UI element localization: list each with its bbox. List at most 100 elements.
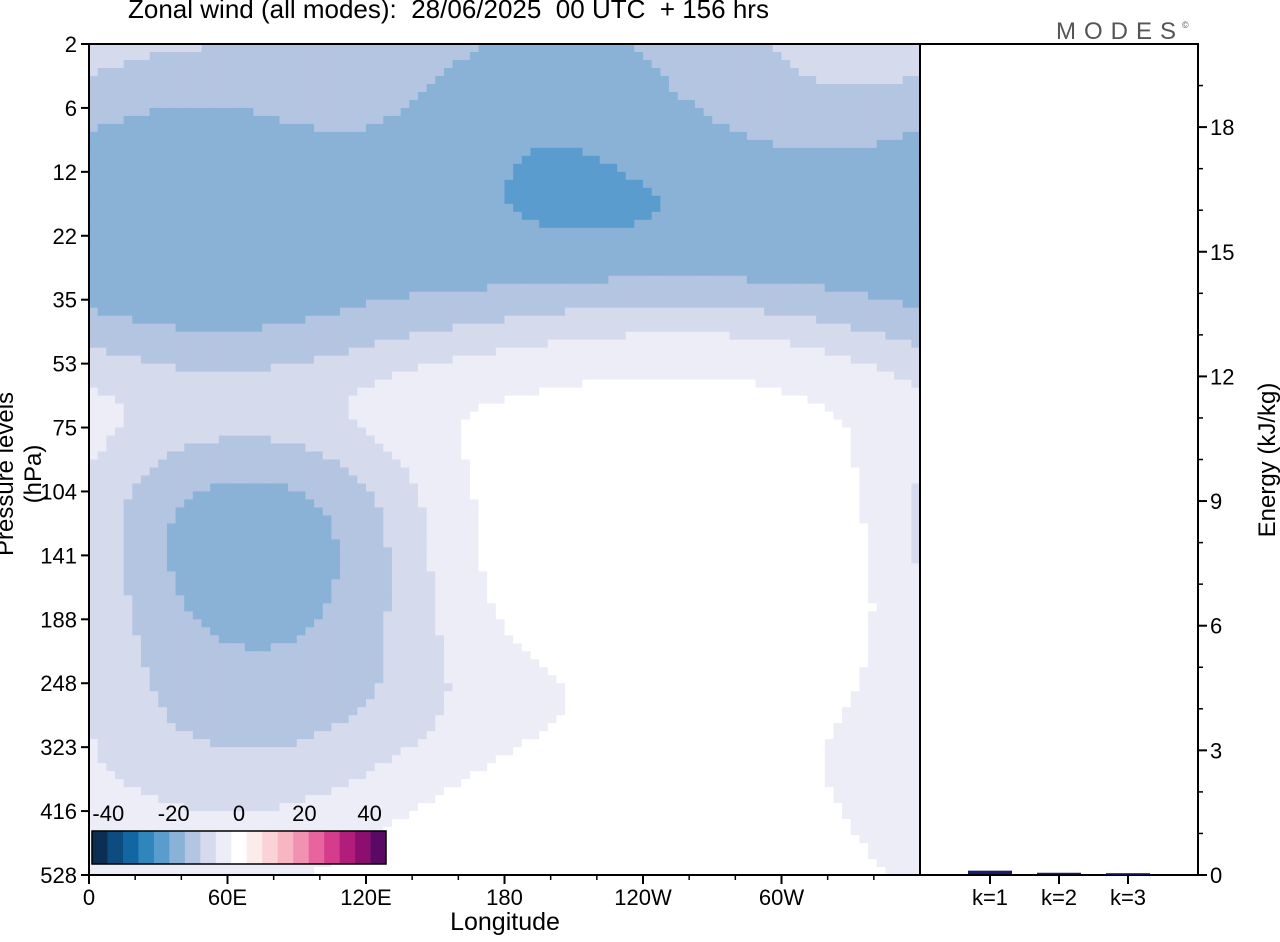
- heatmap-cell: [521, 83, 532, 93]
- heatmap-cell: [573, 179, 584, 189]
- heatmap-cell: [461, 115, 471, 125]
- heatmap-cell: [798, 219, 809, 229]
- heatmap-cell: [764, 163, 774, 173]
- heatmap-cell: [547, 155, 558, 165]
- heatmap-cell: [703, 307, 713, 317]
- heatmap-cell: [210, 147, 220, 157]
- heatmap-cell: [366, 75, 376, 85]
- heatmap-cell: [894, 355, 904, 365]
- heatmap-cell: [114, 107, 125, 117]
- heatmap-cell: [504, 83, 514, 93]
- heatmap-cell: [443, 291, 454, 301]
- heatmap-cell: [850, 443, 861, 453]
- heatmap-cell: [755, 299, 765, 309]
- heatmap-cell: [495, 171, 506, 181]
- heatmap-cell: [279, 371, 289, 381]
- heatmap-cell: [651, 91, 661, 101]
- heatmap-cell: [876, 363, 886, 373]
- heatmap-cell: [643, 115, 653, 125]
- heatmap-cell: [201, 403, 211, 413]
- heatmap-cell: [417, 451, 428, 461]
- heatmap-cell: [902, 283, 912, 293]
- heatmap-cell: [478, 299, 488, 309]
- heatmap-cell: [443, 91, 454, 101]
- heatmap-cell: [495, 187, 506, 197]
- heatmap-cell: [288, 219, 298, 229]
- heatmap-cell: [677, 299, 687, 309]
- heatmap-cell: [573, 187, 584, 197]
- heatmap-cell: [262, 155, 272, 165]
- heatmap-cell: [868, 115, 878, 125]
- heatmap-cell: [643, 395, 653, 405]
- heatmap-cell: [262, 44, 272, 53]
- heatmap-cell: [279, 59, 289, 69]
- heatmap-cell: [409, 259, 419, 269]
- heatmap-cell: [643, 227, 653, 237]
- heatmap-cell: [746, 99, 757, 109]
- heatmap-cell: [366, 203, 376, 213]
- heatmap-cell: [184, 163, 194, 173]
- heatmap-cell: [625, 163, 635, 173]
- heatmap-cell: [340, 67, 350, 77]
- heatmap-cell: [772, 347, 783, 357]
- heatmap-cell: [426, 187, 436, 197]
- heatmap-cell: [902, 387, 912, 397]
- heatmap-cell: [443, 435, 454, 445]
- heatmap-cell: [296, 283, 307, 293]
- heatmap-cell: [383, 307, 393, 317]
- heatmap-cell: [738, 147, 748, 157]
- heatmap-cell: [885, 99, 895, 109]
- heatmap-cell: [712, 347, 722, 357]
- heatmap-cell: [253, 347, 263, 357]
- heatmap-cell: [720, 147, 731, 157]
- heatmap-cell: [876, 235, 886, 245]
- heatmap-cell: [461, 211, 471, 221]
- heatmap-cell: [140, 107, 151, 117]
- heatmap-cell: [270, 267, 281, 277]
- heatmap-cell: [556, 235, 566, 245]
- heatmap-cell: [288, 419, 298, 429]
- heatmap-cell: [149, 403, 159, 413]
- heatmap-cell: [556, 443, 566, 453]
- heatmap-cell: [885, 187, 895, 197]
- heatmap-cell: [89, 435, 99, 445]
- heatmap-cell: [478, 44, 488, 53]
- heatmap-cell: [288, 75, 298, 85]
- heatmap-cell: [469, 347, 480, 357]
- heatmap-cell: [435, 443, 445, 453]
- heatmap-cell: [798, 443, 809, 453]
- heatmap-cell: [729, 403, 739, 413]
- heatmap-cell: [192, 251, 203, 261]
- heatmap-cell: [833, 51, 843, 61]
- heatmap-cell: [253, 187, 263, 197]
- heatmap-cell: [279, 75, 289, 85]
- heatmap-cell: [305, 131, 315, 141]
- heatmap-cell: [694, 267, 705, 277]
- heatmap-cell: [694, 219, 705, 229]
- heatmap-cell: [340, 51, 350, 61]
- heatmap-cell: [729, 251, 739, 261]
- heatmap-cell: [210, 91, 220, 101]
- heatmap-cell: [391, 83, 402, 93]
- heatmap-cell: [452, 123, 462, 133]
- heatmap-cell: [201, 267, 211, 277]
- heatmap-cell: [703, 211, 713, 221]
- heatmap-cell: [565, 243, 575, 253]
- heatmap-cell: [729, 131, 739, 141]
- heatmap-cell: [218, 243, 229, 253]
- heatmap-cell: [244, 307, 255, 317]
- heatmap-cell: [625, 99, 635, 109]
- heatmap-cell: [391, 395, 402, 405]
- heatmap-cell: [634, 99, 644, 109]
- heatmap-cell: [288, 179, 298, 189]
- heatmap-cell: [348, 147, 358, 157]
- heatmap-cell: [643, 411, 653, 421]
- heatmap-cell: [755, 387, 765, 397]
- heatmap-cell: [807, 99, 817, 109]
- heatmap-cell: [227, 387, 237, 397]
- heatmap-cell: [842, 379, 852, 389]
- heatmap-cell: [175, 323, 185, 333]
- heatmap-cell: [262, 403, 272, 413]
- heatmap-cell: [556, 139, 566, 149]
- heatmap-cell: [842, 315, 852, 325]
